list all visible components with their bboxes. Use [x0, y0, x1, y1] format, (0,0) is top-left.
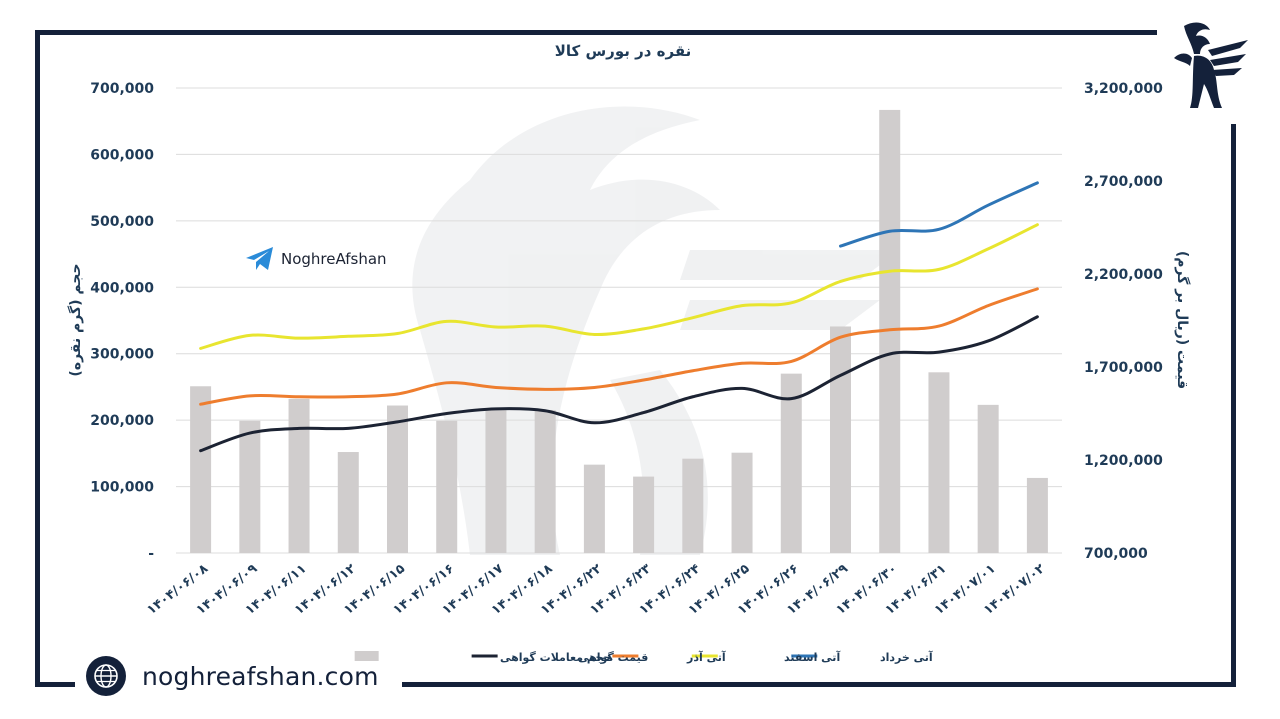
website-url: noghreafshan.com	[142, 661, 379, 691]
right-tick-label: 1,200,000	[1084, 453, 1163, 469]
left-tick-label: 700,000	[90, 81, 154, 97]
legend-label: آتی خرداد	[880, 650, 933, 664]
volume-bar	[239, 420, 261, 553]
volume-bars	[190, 109, 1048, 554]
legend-label: حجم معاملات گواهی	[500, 651, 611, 664]
right-axis-ticks: 700,000 1,200,000 1,700,000 2,200,000 2,700,…	[1084, 81, 1163, 562]
legend-label: آتی اسفند	[784, 650, 840, 664]
frame-top-border	[35, 30, 1157, 35]
left-axis-ticks: - 100,000 200,000 300,000 400,000 500,000 600,…	[90, 81, 154, 562]
volume-bar	[1026, 477, 1048, 553]
left-tick-label: 200,000	[90, 413, 154, 429]
frame-left-border	[35, 30, 40, 685]
telegram-brand: NoghreAfshan	[245, 246, 387, 272]
series-line-2	[199, 223, 1039, 350]
volume-bar	[731, 452, 753, 553]
frame-right-border	[1231, 124, 1236, 687]
left-tick-label: 400,000	[90, 280, 154, 296]
right-tick-label: 2,700,000	[1084, 174, 1163, 190]
volume-bar	[288, 398, 310, 553]
volume-bar	[830, 326, 851, 553]
right-tick-label: 3,200,000	[1084, 81, 1163, 97]
volume-bar	[928, 372, 950, 553]
telegram-name: NoghreAfshan	[281, 250, 387, 268]
volume-bar	[682, 458, 704, 553]
volume-bar	[436, 420, 458, 553]
series-line-1	[199, 287, 1039, 406]
volume-bar	[879, 109, 901, 554]
chart-title: نقره در بورس کالا	[555, 42, 692, 60]
volume-bar	[534, 410, 556, 553]
volume-bar	[485, 410, 507, 553]
volume-bar	[780, 373, 802, 553]
left-axis-title: حجم (گرم نقره)	[67, 263, 84, 376]
legend-label: آتی آذر	[686, 650, 726, 664]
volume-bar	[977, 404, 999, 553]
volume-bar	[633, 476, 655, 553]
frame-bottom-border	[402, 682, 1236, 687]
footer-website: noghreafshan.com	[86, 654, 379, 698]
ibex-winged-logo	[1174, 22, 1248, 108]
legend-swatch	[354, 651, 379, 661]
volume-bar	[387, 405, 408, 553]
right-axis-title: قیمت (ریال بر گرم)	[1174, 251, 1191, 389]
volume-bar	[337, 452, 359, 553]
right-tick-label: 2,200,000	[1084, 267, 1163, 283]
right-tick-label: 700,000	[1084, 546, 1148, 562]
series-line-3	[839, 181, 1039, 248]
left-tick-label: 300,000	[90, 347, 154, 363]
left-tick-label: 500,000	[90, 214, 154, 230]
x-axis-labels: ۱۴۰۴/۰۶/۰۸۱۴۰۴/۰۶/۰۹۱۴۰۴/۰۶/۱۱۱۴۰۴/۰۶/۱۲…	[144, 561, 1048, 618]
frame-bottom-border-left	[35, 682, 75, 687]
volume-bar	[583, 464, 605, 553]
right-tick-label: 1,700,000	[1084, 360, 1163, 376]
left-tick-label: -	[148, 546, 154, 562]
series-line-0	[199, 315, 1039, 453]
left-tick-label: 600,000	[90, 147, 154, 163]
globe-icon	[86, 656, 126, 696]
volume-bar	[190, 386, 212, 553]
legend-label: قیمت گواهی	[578, 651, 648, 664]
price-lines	[199, 181, 1039, 453]
telegram-icon	[246, 247, 273, 270]
left-tick-label: 100,000	[90, 480, 154, 496]
